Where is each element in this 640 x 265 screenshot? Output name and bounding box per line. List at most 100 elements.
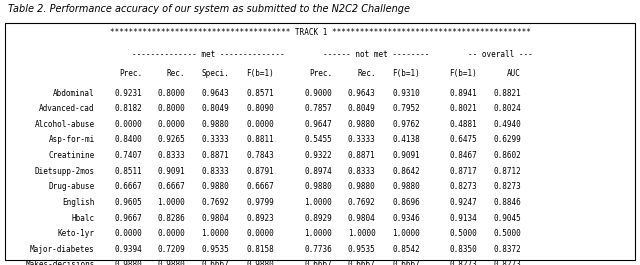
Text: 1.0000: 1.0000 — [305, 229, 332, 238]
Text: 0.9091: 0.9091 — [157, 167, 185, 176]
Text: 0.6667: 0.6667 — [246, 182, 274, 191]
Text: 0.8350: 0.8350 — [449, 245, 477, 254]
Text: 0.9310: 0.9310 — [392, 89, 420, 98]
Text: Drug-abuse: Drug-abuse — [49, 182, 95, 191]
Text: ------ not met --------: ------ not met -------- — [323, 50, 429, 59]
Text: 0.9045: 0.9045 — [493, 214, 521, 223]
Text: 0.7407: 0.7407 — [115, 151, 142, 160]
Text: Major-diabetes: Major-diabetes — [30, 245, 95, 254]
Text: 0.9605: 0.9605 — [115, 198, 142, 207]
Text: 0.9346: 0.9346 — [392, 214, 420, 223]
Text: F(b=1): F(b=1) — [392, 69, 420, 78]
Text: 0.9394: 0.9394 — [115, 245, 142, 254]
Text: 0.9647: 0.9647 — [305, 120, 332, 129]
Text: AUC: AUC — [507, 69, 521, 78]
Text: 0.6667: 0.6667 — [157, 182, 185, 191]
Text: 0.0000: 0.0000 — [157, 120, 185, 129]
Text: 0.6299: 0.6299 — [493, 135, 521, 144]
Text: 0.9880: 0.9880 — [246, 260, 274, 265]
Text: 0.6667: 0.6667 — [392, 260, 420, 265]
Text: 0.8791: 0.8791 — [246, 167, 274, 176]
Text: 0.7736: 0.7736 — [305, 245, 332, 254]
Text: 0.9880: 0.9880 — [348, 120, 376, 129]
Text: 0.8273: 0.8273 — [493, 260, 521, 265]
Text: 0.7857: 0.7857 — [305, 104, 332, 113]
Text: 0.9880: 0.9880 — [157, 260, 185, 265]
Text: 0.0000: 0.0000 — [115, 120, 142, 129]
Text: 0.7209: 0.7209 — [157, 245, 185, 254]
Text: 0.0000: 0.0000 — [157, 229, 185, 238]
Text: 0.9000: 0.9000 — [305, 89, 332, 98]
Text: 1.0000: 1.0000 — [348, 229, 376, 238]
Text: 0.8333: 0.8333 — [157, 151, 185, 160]
Text: 0.0000: 0.0000 — [246, 229, 274, 238]
Text: 0.8158: 0.8158 — [246, 245, 274, 254]
Text: 0.8923: 0.8923 — [246, 214, 274, 223]
Text: 0.8021: 0.8021 — [449, 104, 477, 113]
Text: 1.0000: 1.0000 — [305, 198, 332, 207]
Text: Rec.: Rec. — [166, 69, 185, 78]
Text: 0.6667: 0.6667 — [115, 182, 142, 191]
Text: 0.5000: 0.5000 — [449, 229, 477, 238]
Text: 0.9880: 0.9880 — [115, 260, 142, 265]
Text: 0.6667: 0.6667 — [348, 260, 376, 265]
Text: 0.8090: 0.8090 — [246, 104, 274, 113]
Text: Makes-decisions: Makes-decisions — [26, 260, 95, 265]
Text: 0.8400: 0.8400 — [115, 135, 142, 144]
Text: 0.8974: 0.8974 — [305, 167, 332, 176]
Text: 0.9091: 0.9091 — [392, 151, 420, 160]
Text: 0.8000: 0.8000 — [157, 89, 185, 98]
Text: 0.8542: 0.8542 — [392, 245, 420, 254]
Text: 0.8467: 0.8467 — [449, 151, 477, 160]
Text: 0.8571: 0.8571 — [246, 89, 274, 98]
Text: 1.0000: 1.0000 — [157, 198, 185, 207]
Text: 0.4940: 0.4940 — [493, 120, 521, 129]
Text: Prec.: Prec. — [309, 69, 332, 78]
Text: 0.8811: 0.8811 — [246, 135, 274, 144]
Text: 0.8941: 0.8941 — [449, 89, 477, 98]
Text: 0.9265: 0.9265 — [157, 135, 185, 144]
Text: 0.8000: 0.8000 — [157, 104, 185, 113]
Text: 0.8846: 0.8846 — [493, 198, 521, 207]
Text: 0.8712: 0.8712 — [493, 167, 521, 176]
Text: Hbalc: Hbalc — [72, 214, 95, 223]
Text: Alcohol-abuse: Alcohol-abuse — [35, 120, 95, 129]
Text: 0.9134: 0.9134 — [449, 214, 477, 223]
Text: 0.8273: 0.8273 — [449, 260, 477, 265]
Text: 0.5000: 0.5000 — [493, 229, 521, 238]
Text: Table 2. Performance accuracy of our system as submitted to the N2C2 Challenge: Table 2. Performance accuracy of our sys… — [8, 4, 410, 14]
Text: Keto-1yr: Keto-1yr — [58, 229, 95, 238]
Text: 0.9535: 0.9535 — [348, 245, 376, 254]
Text: 0.8602: 0.8602 — [493, 151, 521, 160]
Text: Prec.: Prec. — [119, 69, 142, 78]
Text: 1.0000: 1.0000 — [392, 229, 420, 238]
Text: 0.4138: 0.4138 — [392, 135, 420, 144]
Text: 0.6475: 0.6475 — [449, 135, 477, 144]
Text: 0.8286: 0.8286 — [157, 214, 185, 223]
Text: 0.9804: 0.9804 — [202, 214, 229, 223]
Text: 0.7692: 0.7692 — [202, 198, 229, 207]
Text: F(b=1): F(b=1) — [449, 69, 477, 78]
Text: 0.8511: 0.8511 — [115, 167, 142, 176]
Text: Creatinine: Creatinine — [49, 151, 95, 160]
Text: Rec.: Rec. — [357, 69, 376, 78]
Text: 0.8049: 0.8049 — [202, 104, 229, 113]
Text: Asp-for-mi: Asp-for-mi — [49, 135, 95, 144]
Text: Abdominal: Abdominal — [53, 89, 95, 98]
Text: 0.0000: 0.0000 — [115, 229, 142, 238]
Text: 0.9880: 0.9880 — [202, 182, 229, 191]
Text: 0.8871: 0.8871 — [202, 151, 229, 160]
Text: -- overall ---: -- overall --- — [468, 50, 533, 59]
Text: 0.9880: 0.9880 — [348, 182, 376, 191]
Text: 0.9247: 0.9247 — [449, 198, 477, 207]
Text: 0.8333: 0.8333 — [202, 167, 229, 176]
Text: 0.6667: 0.6667 — [202, 260, 229, 265]
Text: 0.7843: 0.7843 — [246, 151, 274, 160]
Text: 0.9322: 0.9322 — [305, 151, 332, 160]
Text: 0.8024: 0.8024 — [493, 104, 521, 113]
Text: 0.9880: 0.9880 — [305, 182, 332, 191]
Text: 0.8717: 0.8717 — [449, 167, 477, 176]
Text: 0.9762: 0.9762 — [392, 120, 420, 129]
Text: 0.4881: 0.4881 — [449, 120, 477, 129]
Text: 0.8929: 0.8929 — [305, 214, 332, 223]
